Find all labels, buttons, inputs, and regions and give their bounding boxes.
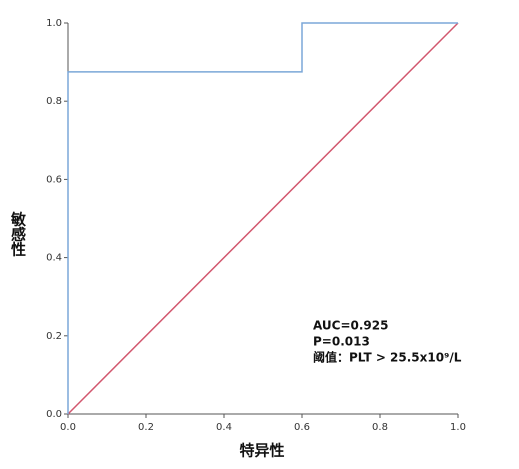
- x-tick-label: 0.2: [138, 422, 154, 433]
- x-tick-label: 0.0: [60, 422, 76, 433]
- roc-line: [67, 22, 459, 415]
- y-tick-label: 0.4: [46, 253, 62, 264]
- annotation: 阈值：PLT > 25.5x10⁹/L: [313, 350, 462, 365]
- x-tick-label: 1.0: [450, 422, 466, 433]
- y-tick-label: 0.2: [46, 331, 62, 342]
- y-tick-label: 0.0: [46, 409, 62, 420]
- x-tick-label: 0.6: [294, 422, 310, 433]
- y-tick-label: 0.8: [46, 96, 62, 107]
- x-axis-label: 特异性: [239, 442, 284, 460]
- annotation: AUC=0.925: [313, 319, 388, 333]
- x-tick-label: 0.4: [216, 422, 232, 433]
- y-tick-label: 1.0: [46, 18, 62, 29]
- roc-line: [67, 22, 458, 414]
- annotation: P=0.013: [313, 335, 370, 349]
- y-tick-label: 0.6: [46, 174, 62, 185]
- y-axis-label: 敏感性: [9, 211, 27, 258]
- x-tick-label: 0.8: [372, 422, 388, 433]
